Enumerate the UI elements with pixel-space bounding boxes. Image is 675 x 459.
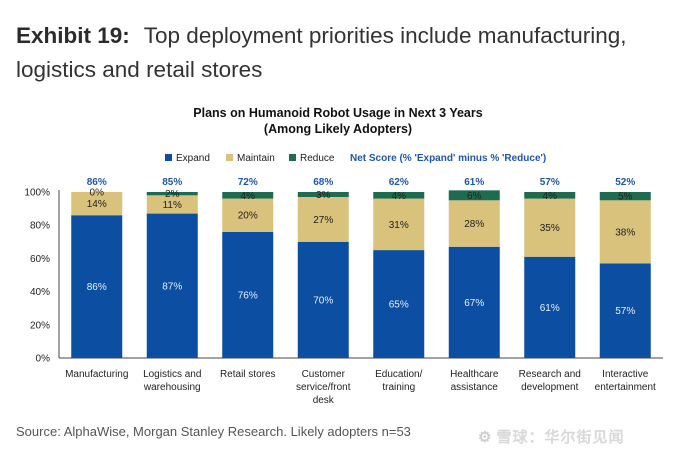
x-tick-label: service/front xyxy=(296,382,351,393)
bar-reduce xyxy=(448,190,500,201)
data-label-reduce: 4% xyxy=(543,191,558,202)
source-note: Source: AlphaWise, Morgan Stanley Resear… xyxy=(16,424,411,439)
watermark-text: 雪球：华尔街见闻 xyxy=(496,429,625,446)
data-label-maintain: 38% xyxy=(615,227,635,238)
legend-label-maintain: Maintain xyxy=(237,153,275,164)
bar-reduce xyxy=(524,192,576,199)
data-label-maintain: 27% xyxy=(313,215,333,226)
exhibit-heading: Exhibit 19: Top deployment priorities inc… xyxy=(16,19,666,87)
bar-expand xyxy=(297,241,349,358)
exhibit-label: Exhibit 19: xyxy=(16,23,130,48)
data-label-reduce: 0% xyxy=(90,188,105,199)
bar-reduce xyxy=(373,192,425,199)
data-label-reduce: 4% xyxy=(241,191,256,202)
bar-maintain xyxy=(146,195,198,214)
x-tick-label: Healthcare xyxy=(450,369,499,380)
data-label-reduce: 5% xyxy=(618,192,633,203)
x-tick-label: entertainment xyxy=(595,382,656,393)
net-score-label: 68% xyxy=(313,177,333,188)
bar-expand xyxy=(599,263,651,358)
bar-reduce xyxy=(146,192,198,196)
bar-expand xyxy=(373,250,425,358)
data-label-maintain: 14% xyxy=(87,199,107,210)
bar-expand xyxy=(146,213,198,358)
bar-maintain xyxy=(448,200,500,247)
bar-maintain xyxy=(524,198,576,257)
net-score-label: 57% xyxy=(540,177,560,188)
bar-reduce xyxy=(222,192,274,199)
net-score-label: 72% xyxy=(238,177,258,188)
bar-maintain xyxy=(71,192,123,216)
plot-area: 0%20%40%60%80%100%86%14%0%86%Manufacturi… xyxy=(24,177,663,406)
data-label-reduce: 2% xyxy=(165,189,180,200)
net-score-label: 62% xyxy=(389,177,409,188)
chart-legend: Expand Maintain Reduce Net Score (% 'Expand… xyxy=(165,153,546,164)
data-label-expand: 57% xyxy=(615,306,635,317)
net-score-label: 85% xyxy=(162,177,182,188)
legend-label-expand: Expand xyxy=(176,153,210,164)
net-score-label: 61% xyxy=(464,177,484,188)
x-tick-label: Education/ xyxy=(375,369,422,380)
data-label-maintain: 20% xyxy=(238,211,258,222)
chart-subtitle: (Among Likely Adopters) xyxy=(264,122,412,136)
data-label-reduce: 3% xyxy=(316,190,331,201)
data-label-maintain: 11% xyxy=(163,200,182,211)
data-label-expand: 76% xyxy=(238,290,258,301)
legend-swatch-expand xyxy=(165,154,172,161)
snowball-logo-icon: ⚙ xyxy=(478,429,493,446)
legend-label-reduce: Reduce xyxy=(300,153,335,164)
x-tick-label: Retail stores xyxy=(220,369,276,380)
y-tick-label: 60% xyxy=(30,254,50,265)
bar-expand xyxy=(222,231,274,358)
legend-swatch-reduce xyxy=(289,154,296,161)
x-tick-label: Interactive xyxy=(602,369,649,380)
x-tick-label: Research and xyxy=(519,369,581,380)
bar-maintain xyxy=(373,198,425,251)
data-label-maintain: 31% xyxy=(389,220,409,231)
data-label-expand: 87% xyxy=(162,281,182,292)
y-tick-label: 0% xyxy=(36,354,51,365)
y-tick-label: 20% xyxy=(30,320,50,331)
x-tick-label: desk xyxy=(313,395,335,406)
net-score-label: 52% xyxy=(615,177,635,188)
y-tick-label: 80% xyxy=(30,221,50,232)
watermark: ⚙ 雪球：华尔街见闻 xyxy=(478,426,624,447)
x-tick-label: warehousing xyxy=(143,382,201,393)
data-label-expand: 65% xyxy=(389,300,409,311)
x-tick-label: development xyxy=(521,382,578,393)
data-label-reduce: 6% xyxy=(467,191,482,202)
net-score-label: 86% xyxy=(87,177,107,188)
exhibit-title: Top deployment priorities include manufa… xyxy=(16,23,627,82)
y-tick-label: 40% xyxy=(30,287,50,298)
data-label-expand: 86% xyxy=(87,282,107,293)
x-tick-label: Manufacturing xyxy=(65,369,128,380)
data-label-expand: 67% xyxy=(464,298,484,309)
data-label-maintain: 35% xyxy=(540,223,560,234)
data-label-maintain: 28% xyxy=(464,219,484,230)
chart-title: Plans on Humanoid Robot Usage in Next 3 … xyxy=(193,106,482,120)
legend-swatch-maintain xyxy=(226,154,233,161)
x-tick-label: Logistics and xyxy=(143,369,201,380)
bar-expand xyxy=(524,256,576,358)
bar-reduce xyxy=(599,192,651,201)
x-tick-label: Customer xyxy=(302,369,346,380)
data-label-expand: 61% xyxy=(540,303,560,314)
bar-reduce xyxy=(297,192,349,197)
y-tick-label: 100% xyxy=(24,188,50,199)
bar-maintain xyxy=(297,196,349,242)
bar-expand xyxy=(71,215,123,358)
bar-maintain xyxy=(599,200,651,264)
x-tick-label: assistance xyxy=(451,382,499,393)
x-tick-label: training xyxy=(382,382,415,393)
bar-expand xyxy=(448,246,500,358)
data-label-expand: 70% xyxy=(313,295,333,306)
legend-net-score-label: Net Score (% 'Expand' minus % 'Reduce') xyxy=(350,153,546,164)
bar-maintain xyxy=(222,198,274,232)
data-label-reduce: 4% xyxy=(392,191,407,202)
